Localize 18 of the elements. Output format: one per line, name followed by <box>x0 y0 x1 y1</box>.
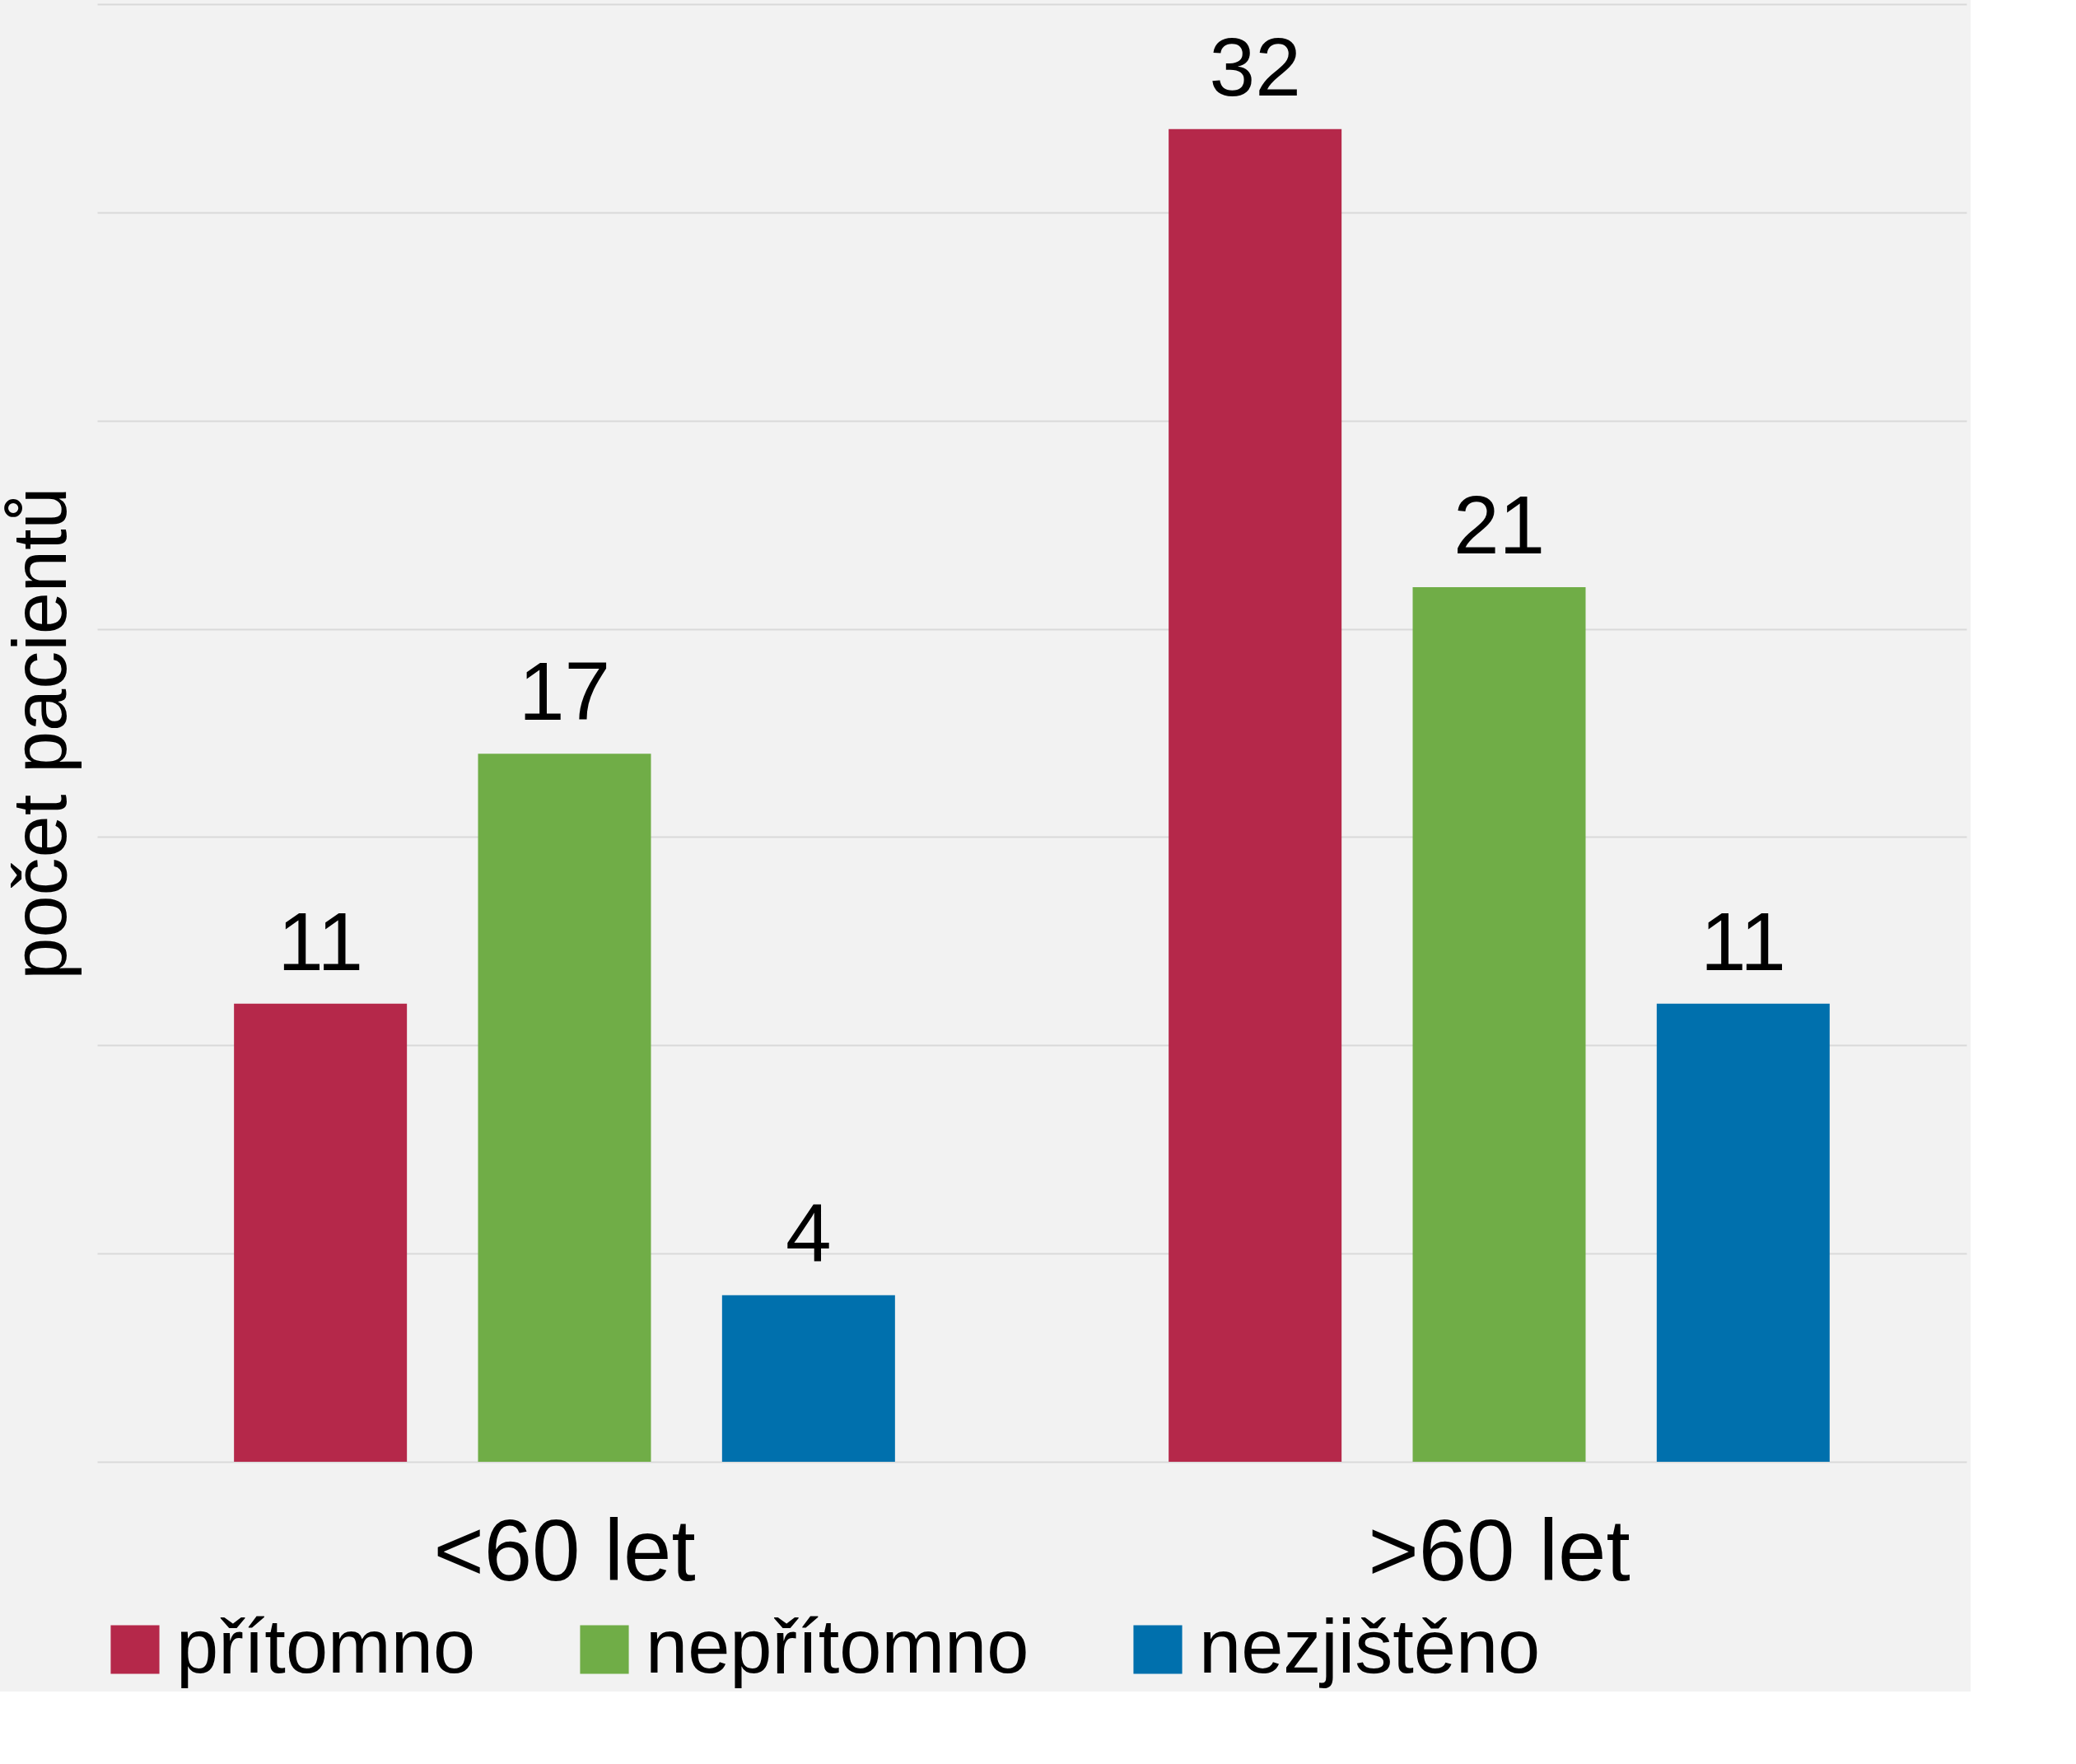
bar <box>1656 1003 1830 1462</box>
bar <box>721 1295 895 1462</box>
bar <box>1412 587 1586 1462</box>
data-label: 21 <box>1453 478 1546 571</box>
y-axis-title: počet pacientů <box>0 487 82 980</box>
x-tick-label: >60 let <box>1368 1501 1630 1598</box>
legend-label: přítomno <box>176 1604 476 1688</box>
data-label: 11 <box>1700 894 1786 987</box>
legend-label: nezjištěno <box>1199 1604 1541 1688</box>
data-label: 11 <box>278 894 364 987</box>
data-label: 32 <box>1209 20 1301 113</box>
bar <box>478 754 651 1462</box>
bar <box>234 1003 408 1462</box>
bar <box>1169 128 1342 1462</box>
data-label: 4 <box>786 1186 832 1279</box>
legend-label: nepřítomno <box>646 1604 1029 1688</box>
data-label: 17 <box>518 645 611 738</box>
x-tick-label: <60 let <box>433 1501 696 1598</box>
